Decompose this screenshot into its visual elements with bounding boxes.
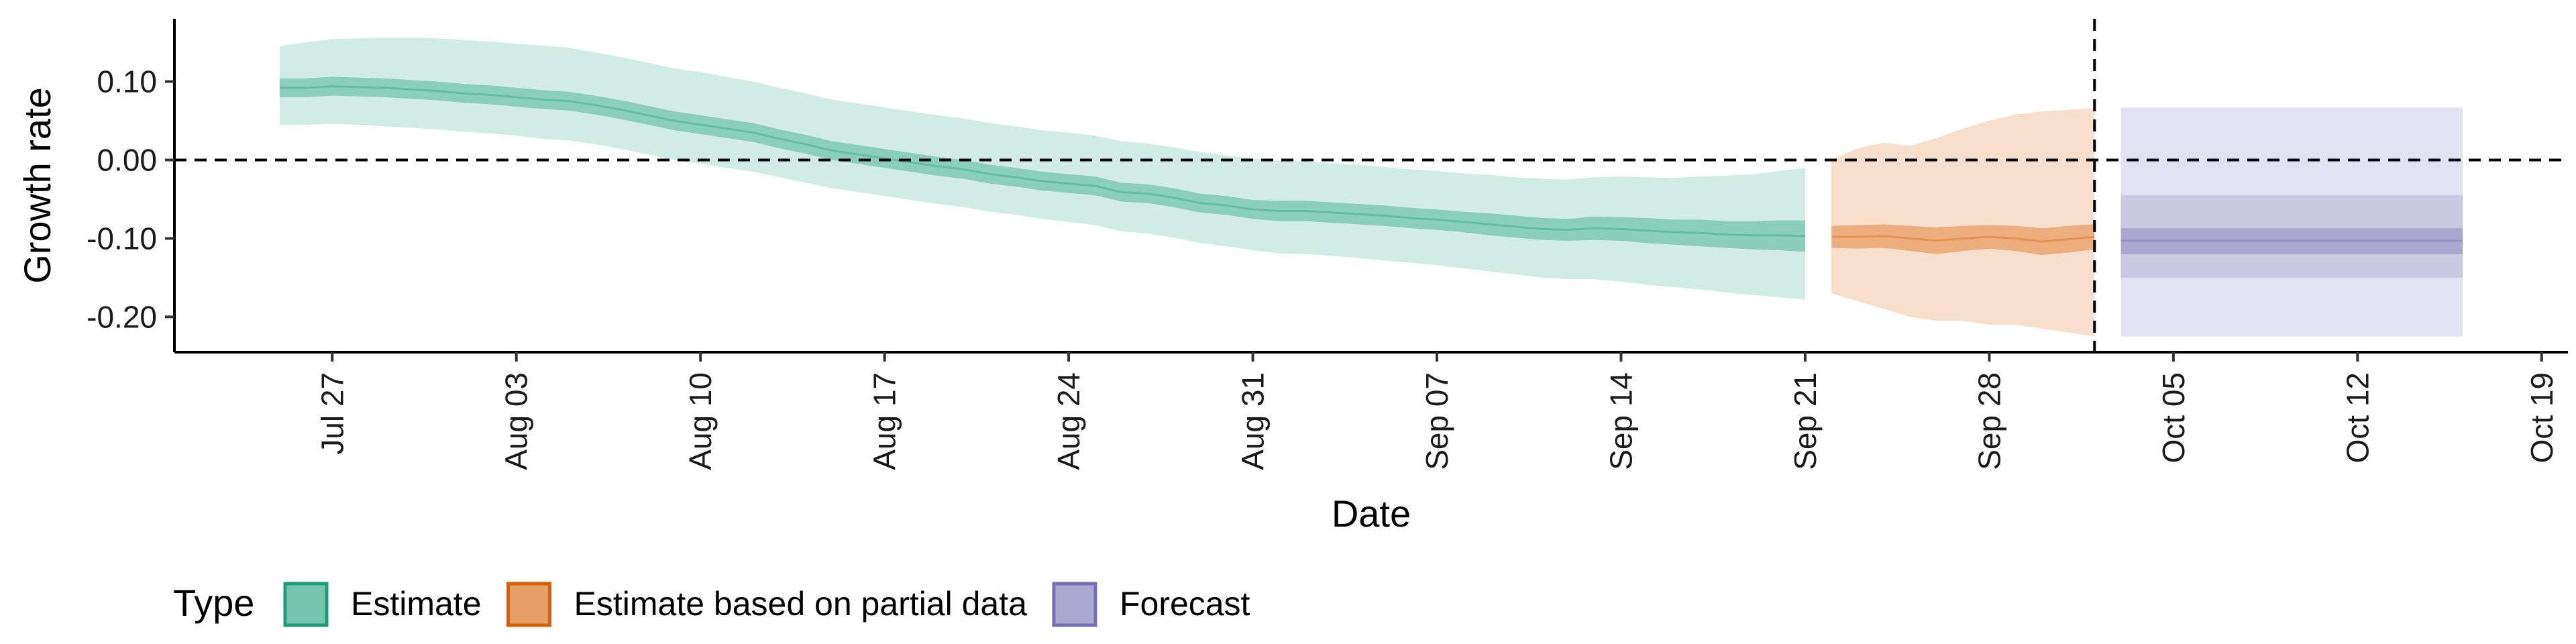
legend-item-estimate: Estimate — [283, 582, 482, 627]
estimate-band-90 — [279, 38, 1805, 300]
legend-swatch — [283, 582, 329, 627]
axes: 0.10 0.00 -0.10 -0.20 Jul 27 Aug 03 Aug 10 Aug … — [16, 19, 2568, 535]
forecast-band-50 — [2121, 195, 2463, 278]
x-tick-label: Sep 28 — [1972, 372, 2006, 470]
y-axis-title: Growth rate — [16, 87, 58, 284]
x-tick-label: Aug 24 — [1051, 372, 1086, 470]
y-tick-label: 0.10 — [97, 64, 157, 99]
legend: Type Estimate Estimate based on partial da… — [173, 582, 1250, 627]
x-tick-label: Jul 27 — [315, 372, 350, 455]
series-estimate-based-on-partial-data — [1831, 108, 2095, 337]
series-estimate — [279, 38, 1805, 300]
uncertainty-bands — [279, 38, 2463, 337]
legend-title: Type — [173, 582, 254, 624]
legend-swatch — [1052, 582, 1097, 627]
estimate-median-line — [279, 85, 1805, 237]
legend-item-estimate-based-on-partial-data: Estimate based on partial data — [506, 582, 1028, 627]
x-tick-label: Aug 31 — [1236, 372, 1271, 470]
x-tick-label: Oct 05 — [2156, 372, 2191, 464]
estimate-band-20 — [279, 76, 1805, 252]
forecast-band-90 — [2121, 107, 2463, 337]
y-tick-label: 0.00 — [97, 142, 157, 177]
x-tick-label: Sep 07 — [1419, 372, 1454, 470]
x-tick-label: Aug 17 — [867, 372, 902, 470]
x-axis-title: Date — [1332, 492, 1411, 535]
y-tick-label: -0.10 — [87, 221, 157, 256]
legend-swatch — [506, 582, 552, 627]
series-forecast — [2121, 107, 2463, 337]
x-tick-label: Aug 03 — [499, 372, 534, 470]
x-tick-label: Aug 10 — [683, 372, 718, 470]
legend-label: Estimate — [351, 585, 482, 623]
x-tick-label: Oct 19 — [2524, 372, 2559, 464]
estimate-based-on-partial-data-band-20 — [1831, 224, 2095, 255]
reference-lines — [174, 19, 2568, 352]
legend-label: Forecast — [1120, 585, 1250, 623]
x-tick-label: Sep 21 — [1788, 372, 1823, 470]
forecast-band-20 — [2121, 228, 2463, 254]
legend-item-forecast: Forecast — [1052, 582, 1250, 627]
estimate-based-on-partial-data-median-line — [1831, 235, 2095, 243]
legend-label: Estimate based on partial data — [574, 585, 1028, 623]
estimate-based-on-partial-data-band-90 — [1831, 108, 2095, 337]
y-tick-label: -0.20 — [87, 299, 157, 334]
x-tick-label: Sep 14 — [1603, 372, 1638, 470]
x-tick-label: Oct 12 — [2340, 372, 2375, 464]
